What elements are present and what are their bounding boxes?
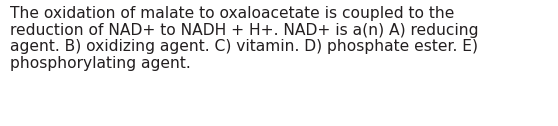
- Text: reduction of NAD+ to NADH + H+. NAD+ is a(n) A) reducing: reduction of NAD+ to NADH + H+. NAD+ is …: [10, 23, 479, 38]
- Text: The oxidation of malate to oxaloacetate is coupled to the: The oxidation of malate to oxaloacetate …: [10, 6, 454, 21]
- Text: agent. B) oxidizing agent. C) vitamin. D) phosphate ester. E): agent. B) oxidizing agent. C) vitamin. D…: [10, 39, 478, 54]
- Text: phosphorylating agent.: phosphorylating agent.: [10, 56, 191, 71]
